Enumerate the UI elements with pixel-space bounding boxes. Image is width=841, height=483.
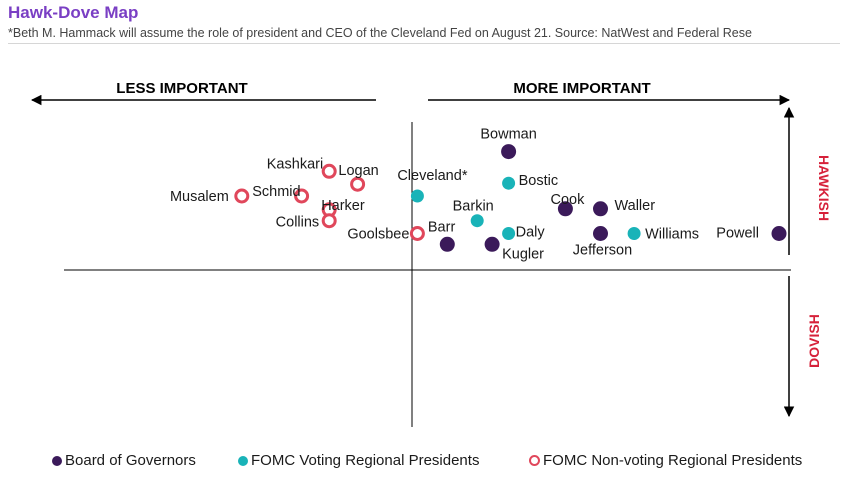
point-powell (771, 226, 787, 241)
label-powell: Powell (716, 226, 759, 242)
point-cook (557, 201, 573, 217)
dovish-label: DOVISH (806, 314, 822, 368)
legend-item-voting: FOMC Voting Regional Presidents (238, 452, 479, 469)
point-collins (321, 213, 337, 229)
point-williams (627, 227, 641, 240)
point-goolsbee (409, 226, 425, 241)
legend-voting-label: FOMC Voting Regional Presidents (251, 452, 480, 469)
more-important-label: MORE IMPORTANT (513, 80, 650, 97)
label-cleveland: Cleveland* (397, 168, 467, 184)
label-williams: Williams (645, 227, 699, 243)
less-important-label: LESS IMPORTANT (116, 80, 247, 97)
legend-board-label: Board of Governors (65, 452, 196, 469)
point-waller (593, 201, 608, 217)
label-cook: Cook (550, 192, 585, 208)
point-kugler (484, 236, 500, 252)
legend-item-nonvoting: FOMC Non-voting Regional Presidents (529, 452, 802, 469)
label-barr: Barr (428, 219, 456, 235)
point-jefferson (593, 226, 608, 241)
label-kugler: Kugler (502, 246, 544, 262)
label-daly: Daly (516, 225, 546, 241)
label-collins: Collins (276, 215, 320, 231)
point-cleveland (410, 189, 424, 203)
point-daly (502, 227, 516, 240)
label-bostic: Bostic (519, 173, 559, 189)
label-goolsbee: Goolsbee (347, 227, 409, 243)
point-logan (350, 176, 366, 192)
legend-nonvoting-label: FOMC Non-voting Regional Presidents (543, 452, 803, 469)
point-barr (439, 236, 455, 252)
label-waller: Waller (615, 198, 656, 214)
point-bowman (501, 144, 517, 160)
legend-item-board: Board of Governors (52, 452, 196, 469)
source-note: *Beth M. Hammack will assume the role of… (8, 26, 840, 44)
label-barkin: Barkin (453, 199, 494, 215)
label-schmid: Schmid (252, 184, 300, 200)
page-title: Hawk-Dove Map (8, 3, 139, 22)
label-harker: Harker (321, 198, 365, 214)
label-jefferson: Jefferson (573, 243, 632, 259)
legend-nonvoting-marker (529, 455, 540, 466)
point-barkin (470, 214, 484, 228)
point-musalem (234, 188, 250, 204)
legend: Board of Governors FOMC Voting Regional … (0, 452, 841, 474)
point-bostic (502, 176, 516, 190)
label-bowman: Bowman (480, 127, 536, 143)
point-kashkari (321, 163, 337, 179)
data-points: Bowman Barr Kugler Cook Waller Jefferson Powel… (170, 127, 787, 262)
legend-board-marker (52, 455, 62, 466)
label-logan: Logan (338, 163, 378, 179)
hawkish-label: HAWKISH (816, 155, 832, 221)
label-kashkari: Kashkari (267, 156, 323, 172)
point-schmid (294, 188, 310, 204)
legend-voting-marker (238, 455, 248, 466)
label-musalem: Musalem (170, 189, 229, 205)
